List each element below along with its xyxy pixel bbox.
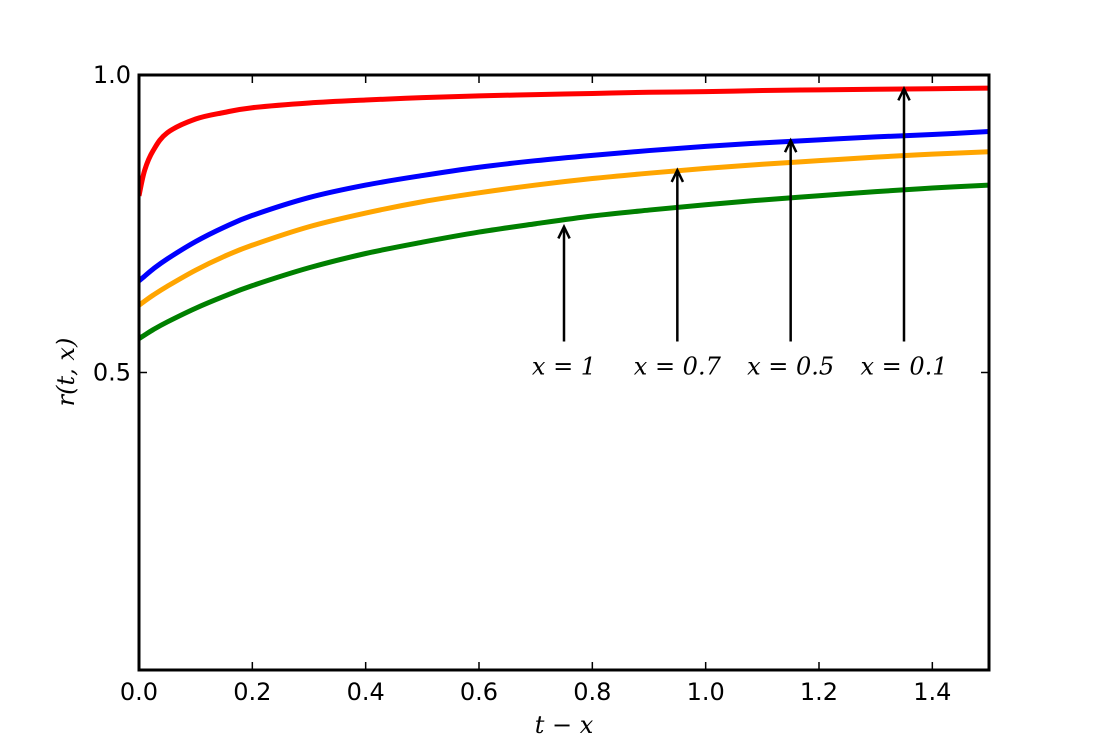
y-axis-label: r(t, x) xyxy=(52,338,80,407)
x-tick-label: 1.4 xyxy=(913,678,951,706)
annotation-label-3: x = 0.1 xyxy=(860,353,947,381)
y-tick-label: 1.0 xyxy=(93,61,131,89)
x-axis-label: t − x xyxy=(535,711,594,739)
annotation-label-2: x = 0.5 xyxy=(747,353,834,381)
x-tick-label: 0.0 xyxy=(120,678,158,706)
series-line-0 xyxy=(139,85,989,197)
x-tick-label: 0.6 xyxy=(460,678,498,706)
annotation-label-1: x = 0.7 xyxy=(634,353,722,381)
annotation-label-0: x = 1 xyxy=(532,353,596,381)
annotation-layer: x = 1 x = 0.7 x = 0.5 x = 0.1 xyxy=(532,85,948,381)
x-tick-label: 0.2 xyxy=(233,678,271,706)
series-line-1 xyxy=(139,129,989,283)
series-layer xyxy=(139,85,989,341)
annotation-arrowhead-0 xyxy=(557,223,571,239)
series-line-2 xyxy=(139,149,989,308)
annotation-arrowhead-2 xyxy=(783,137,798,153)
y-tick-label: 0.5 xyxy=(93,359,131,387)
series-line-3 xyxy=(139,182,989,341)
x-tick-label: 0.4 xyxy=(347,678,385,706)
x-tick-label: 1.0 xyxy=(687,678,725,706)
x-tick-label: 1.2 xyxy=(800,678,838,706)
annotation-arrowhead-1 xyxy=(670,167,685,183)
tick-layer: 0.0 0.2 0.4 0.6 0.8 1.0 1.2 1.4 0.5 1.0 xyxy=(93,61,989,706)
annotation-arrowhead-3 xyxy=(897,85,911,101)
x-tick-label: 0.8 xyxy=(573,678,611,706)
